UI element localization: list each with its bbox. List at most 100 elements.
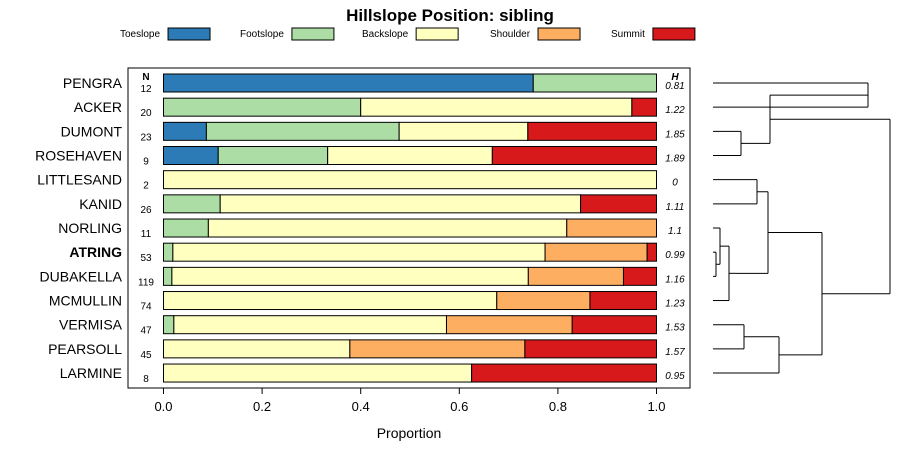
bar-segment-atring-shoulder — [544, 242, 648, 262]
row-n: 20 — [140, 108, 152, 119]
row-h: 0.81 — [665, 81, 684, 92]
bar-segment-larmine-summit — [471, 363, 657, 383]
row-h: 0.95 — [665, 371, 685, 382]
row-label: LITTLESAND — [37, 172, 122, 188]
row-h: 1.11 — [666, 202, 685, 213]
row-label: MCMULLIN — [49, 293, 122, 309]
bar-segment-pearsoll-summit — [524, 339, 658, 359]
row-atring: ATRING 53 0.99 — [69, 242, 685, 264]
x-tick-label: 0.4 — [352, 399, 370, 414]
x-axis-label: Proportion — [377, 425, 442, 441]
bar-segment-rosehaven-backslope — [327, 146, 493, 166]
row-h: 1.1 — [668, 226, 682, 237]
row-label: ATRING — [69, 244, 122, 260]
bar-segment-acker-backslope — [360, 97, 633, 117]
legend-label-shoulder: Shoulder — [490, 29, 531, 40]
row-n: 12 — [140, 84, 152, 95]
legend-label-footslope: Footslope — [240, 29, 284, 40]
row-h: 1.23 — [665, 299, 685, 310]
row-label: ROSEHAVEN — [35, 148, 122, 164]
bar-segment-pearsoll-shoulder — [349, 339, 526, 359]
legend-label-summit: Summit — [611, 29, 645, 40]
bar-segment-mcmullin-backslope — [163, 291, 498, 311]
bar-segment-rosehaven-toeslope — [163, 146, 219, 166]
row-n: 26 — [140, 205, 152, 216]
row-h: 1.89 — [665, 154, 685, 165]
row-h: 0.99 — [665, 250, 685, 261]
row-dumont: DUMONT 23 1.85 — [61, 121, 685, 143]
bar-segment-atring-footslope — [163, 242, 174, 262]
x-tick-label: 0.6 — [450, 399, 468, 414]
bar-segment-kanid-backslope — [219, 194, 582, 214]
bar-segment-kanid-summit — [580, 194, 657, 214]
legend-swatch-summit — [652, 27, 696, 41]
x-tick-label: 0.2 — [253, 399, 271, 414]
legend-swatch-toeslope — [167, 27, 211, 41]
row-larmine: LARMINE 8 0.95 — [60, 363, 685, 385]
row-n: 74 — [140, 302, 152, 313]
bar-segment-dubakella-shoulder — [527, 266, 624, 286]
bar-segment-dubakella-summit — [622, 266, 657, 286]
h-header: H — [671, 72, 679, 83]
bar-segment-acker-footslope — [163, 97, 362, 117]
bar-segment-rosehaven-summit — [491, 146, 657, 166]
row-label: KANID — [79, 196, 122, 212]
bar-segment-dumont-summit — [527, 121, 658, 141]
row-dubakella: DUBAKELLA 119 1.16 — [40, 266, 685, 288]
bar-segment-mcmullin-summit — [589, 291, 658, 311]
n-header: N — [142, 72, 149, 83]
bar-segment-mcmullin-shoulder — [496, 291, 591, 311]
bar-segment-norling-backslope — [207, 218, 568, 238]
row-n: 47 — [140, 326, 152, 337]
legend-swatch-footslope — [291, 27, 335, 41]
row-pearsoll: PEARSOLL 45 1.57 — [48, 339, 685, 361]
bar-segment-larmine-backslope — [163, 363, 473, 383]
row-n: 45 — [140, 350, 152, 361]
row-h: 1.16 — [665, 274, 685, 285]
row-pengra: PENGRA 12 0.81 — [63, 73, 685, 95]
row-littlesand: LITTLESAND 2 0 — [37, 170, 678, 192]
row-h: 1.85 — [665, 129, 685, 140]
row-kanid: KANID 26 1.11 — [79, 194, 685, 216]
row-mcmullin: MCMULLIN 74 1.23 — [49, 291, 685, 313]
legend-swatch-backslope — [415, 27, 459, 41]
row-rosehaven: ROSEHAVEN 9 1.89 — [35, 146, 685, 168]
row-label: VERMISA — [59, 317, 123, 333]
bar-segment-pengra-toeslope — [163, 73, 534, 93]
row-n: 11 — [141, 229, 152, 240]
dendrogram — [713, 82, 891, 374]
row-n: 2 — [143, 181, 149, 192]
bar-segment-kanid-footslope — [163, 194, 221, 214]
row-n: 8 — [143, 374, 149, 385]
bar-segment-dumont-backslope — [398, 121, 529, 141]
bar-segment-vermisa-summit — [571, 315, 658, 335]
legend-label-toeslope: Toeslope — [120, 29, 160, 40]
row-vermisa: VERMISA 47 1.53 — [59, 315, 685, 337]
row-h: 1.22 — [665, 105, 685, 116]
legend: Toeslope Footslope Backslope Shoulder Summit — [120, 27, 696, 41]
row-n: 119 — [138, 277, 154, 288]
row-h: 1.57 — [665, 347, 685, 358]
bar-segment-vermisa-backslope — [173, 315, 447, 335]
bar-segment-atring-backslope — [172, 242, 546, 262]
row-h: 0 — [672, 178, 678, 189]
x-tick-label: 0.0 — [154, 399, 172, 414]
row-n: 23 — [140, 132, 152, 143]
row-norling: NORLING 11 1.1 — [58, 218, 682, 240]
chart-title: Hillslope Position: sibling — [346, 6, 554, 25]
bar-segment-vermisa-footslope — [163, 315, 175, 335]
bar-segment-pearsoll-backslope — [163, 339, 351, 359]
legend-swatch-shoulder — [537, 27, 581, 41]
bar-segment-dumont-footslope — [205, 121, 400, 141]
x-axis: 0.0 0.2 0.4 0.6 0.8 1.0 — [154, 388, 666, 414]
bar-segment-vermisa-shoulder — [445, 315, 573, 335]
row-label: LARMINE — [60, 365, 122, 381]
bar-segment-dubakella-footslope — [163, 266, 173, 286]
bar-segment-norling-shoulder — [566, 218, 657, 238]
row-label: DUBAKELLA — [40, 268, 123, 284]
x-tick-label: 0.8 — [549, 399, 567, 414]
x-tick-label: 1.0 — [647, 399, 665, 414]
row-label: DUMONT — [61, 123, 123, 139]
row-n: 9 — [143, 157, 149, 168]
